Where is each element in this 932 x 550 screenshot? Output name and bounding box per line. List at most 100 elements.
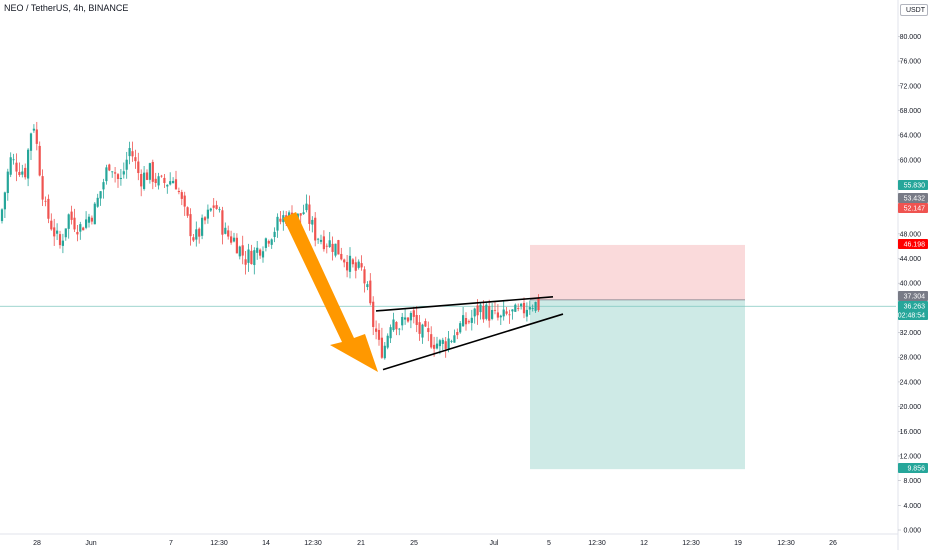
candle-body (328, 240, 331, 248)
candle-body (21, 171, 24, 175)
candle-body (212, 205, 215, 208)
candle-body (183, 195, 186, 207)
candle-body (230, 236, 233, 243)
position-zones (530, 244, 745, 470)
candle-body (143, 172, 146, 189)
time-axis[interactable]: 28 Jun 7 12:30 14 12:30 21 25 Jul 5 12:30 12 12:30 19… (0, 533, 898, 547)
candle-body (380, 337, 383, 358)
candle-body (195, 229, 198, 240)
time-tick-label: 12:30 (304, 540, 322, 547)
candle-body (15, 162, 18, 172)
candle-body (160, 175, 163, 177)
price-badge-label: 55.830 (904, 183, 926, 190)
candle-body (273, 231, 276, 238)
candle-body (404, 317, 407, 320)
candle-body (302, 212, 305, 215)
candle-body (85, 219, 88, 228)
candle-body (427, 328, 430, 333)
candle-body (467, 321, 470, 323)
candle-body (206, 209, 209, 219)
price-tick-label: 24.000 (900, 379, 922, 386)
candle-body (438, 340, 441, 347)
candle-body (282, 215, 285, 223)
candle-body (221, 210, 224, 235)
candle-body (151, 161, 154, 182)
price-badge-label: 02:48:54 (898, 313, 925, 320)
candle-body (50, 220, 53, 230)
candle-body (491, 309, 494, 319)
candle-body (244, 259, 247, 265)
candle-body (401, 316, 404, 326)
candle-body (27, 149, 30, 179)
candle-body (134, 157, 137, 162)
candle-body (496, 312, 499, 318)
candle-body (520, 303, 523, 307)
candle-body (209, 208, 212, 211)
candle-body (137, 161, 140, 174)
candle-body (87, 216, 91, 223)
candle-body (351, 259, 354, 265)
candle-body (238, 246, 241, 257)
candle-body (322, 236, 325, 250)
candle-body (99, 191, 102, 199)
candle-body (415, 315, 418, 325)
candle-body (343, 259, 346, 263)
candle-body (308, 204, 311, 224)
candle-body (70, 211, 73, 220)
drawings (283, 212, 564, 372)
candle-body (450, 340, 453, 342)
candle-body (383, 345, 386, 359)
candle-body (517, 308, 520, 309)
downtrend-arrow (283, 212, 378, 372)
candle-body (354, 262, 357, 271)
candle-body (412, 310, 415, 317)
price-axis[interactable]: 0.000 4.000 8.000 12.000 16.000 20.000 24.000 2… (897, 0, 922, 550)
candle-body (482, 305, 485, 320)
price-badge-label: 53.432 (904, 196, 926, 203)
candle-body (537, 298, 540, 311)
price-tick-label: 80.000 (900, 34, 922, 41)
price-tick-label: 12.000 (900, 453, 922, 460)
price-tick-label: 64.000 (900, 133, 922, 140)
price-tick-label: 48.000 (900, 231, 922, 238)
candle-body (145, 172, 149, 180)
price-badge-label: 37.304 (904, 294, 926, 301)
candle-body (299, 213, 302, 216)
stop-loss-zone (530, 244, 745, 300)
candle-body (6, 171, 9, 194)
price-tick-label: 68.000 (900, 108, 922, 115)
candle-body (247, 249, 250, 263)
time-tick-label: 28 (33, 540, 41, 547)
candle-body (67, 214, 70, 229)
candle-body (224, 227, 227, 234)
price-badge (898, 193, 928, 203)
candle-body (456, 332, 459, 336)
time-tick-label: 25 (410, 540, 418, 547)
price-badge (898, 239, 928, 249)
candle-body (35, 129, 38, 144)
candle-body (508, 314, 511, 316)
candle-body (12, 159, 15, 161)
price-tick-label: 44.000 (900, 256, 922, 263)
currency-unit-button[interactable]: USDT (900, 4, 928, 16)
price-badge (898, 291, 928, 301)
candle-body (90, 217, 93, 222)
symbol-title: NEO / TetherUS, 4h, BINANCE (4, 3, 129, 13)
candle-body (435, 343, 439, 349)
candle-body (105, 167, 108, 182)
candle-body (305, 203, 308, 211)
candle-body (18, 171, 21, 176)
candle-body (493, 309, 497, 311)
candle-body (47, 198, 50, 219)
candle-body (348, 255, 352, 272)
candle-body (180, 192, 183, 199)
time-tick-label: 14 (262, 540, 270, 547)
candle-body (267, 240, 270, 244)
time-tick-label: 12:30 (682, 540, 700, 547)
price-tick-label: 20.000 (900, 404, 922, 411)
price-badge-label: 52.147 (904, 206, 926, 213)
price-tick-label: 32.000 (900, 330, 922, 337)
price-badge-label: 9.856 (907, 466, 925, 473)
price-tick-label: 8.000 (903, 478, 921, 485)
